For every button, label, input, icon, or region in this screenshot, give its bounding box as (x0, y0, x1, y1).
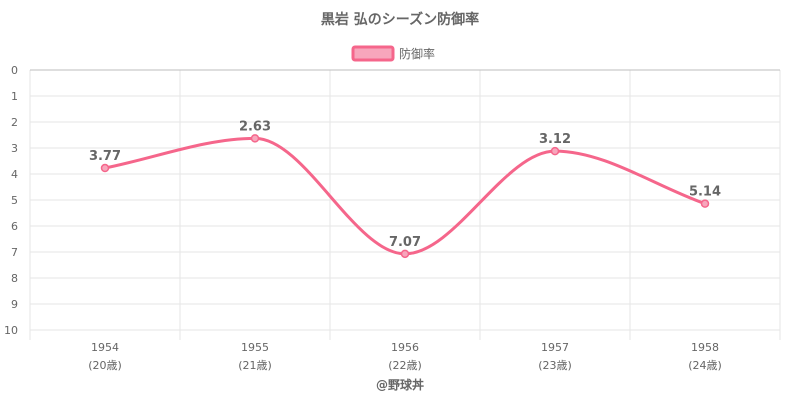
x-axis: 1954 (20歳) 1955 (21歳) 1956 (22歳) 1957 (23歳) 1958… (88, 341, 722, 372)
y-tick-label: 2 (11, 116, 18, 129)
x-tick-sublabel: (20歳) (88, 359, 122, 372)
x-tick-label: 1955 (241, 341, 269, 354)
data-label: 5.14 (689, 185, 721, 200)
x-tick-label: 1958 (691, 341, 719, 354)
y-tick-label: 0 (11, 64, 18, 77)
y-tick-label: 4 (11, 168, 18, 181)
data-point[interactable] (400, 249, 410, 259)
y-tick-label: 8 (11, 272, 18, 285)
y-axis: 0 1 2 3 4 5 6 7 8 9 10 (4, 64, 18, 337)
legend-swatch (351, 45, 395, 62)
data-point[interactable] (700, 199, 710, 208)
y-tick-label: 1 (11, 90, 18, 103)
data-point[interactable] (550, 146, 560, 156)
data-label: 2.63 (239, 119, 271, 134)
x-tick-label: 1954 (91, 341, 119, 354)
data-label: 3.77 (89, 149, 121, 164)
x-tick-label: 1957 (541, 341, 569, 354)
y-tick-label: 3 (11, 142, 18, 155)
y-tick-label: 9 (11, 298, 18, 311)
grid (29, 69, 781, 340)
legend[interactable]: 防御率 (351, 45, 435, 62)
data-label: 3.12 (539, 132, 571, 147)
data-point[interactable] (100, 163, 110, 173)
x-tick-sublabel: (24歳) (688, 359, 722, 372)
credit: @野球丼 (376, 377, 424, 392)
data-point[interactable] (250, 134, 260, 143)
y-tick-label: 10 (4, 324, 18, 337)
y-tick-label: 6 (11, 220, 18, 233)
x-tick-sublabel: (21歳) (238, 359, 272, 372)
y-tick-label: 5 (11, 194, 18, 207)
x-tick-sublabel: (23歳) (538, 359, 572, 372)
x-tick-label: 1956 (391, 341, 419, 354)
chart-title: 黒岩 弘のシーズン防御率 (321, 11, 479, 28)
series-layer: 3.77 2.63 7.07 3.12 5.14 (89, 119, 721, 259)
data-label: 7.07 (389, 235, 421, 250)
x-tick-sublabel: (22歳) (388, 359, 422, 372)
y-tick-label: 7 (11, 246, 18, 259)
legend-label: 防御率 (399, 46, 435, 61)
